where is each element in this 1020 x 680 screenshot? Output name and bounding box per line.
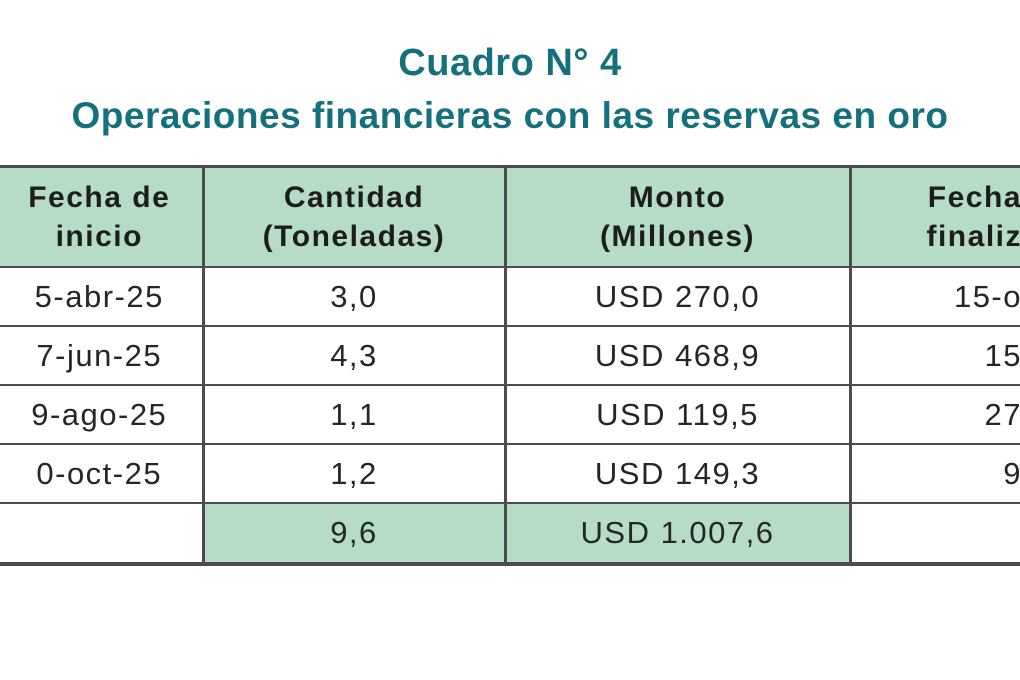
cell-fecha-inicio: 9-ago-25 [0, 384, 205, 445]
cell-monto: USD 119,5 [503, 384, 852, 445]
table-number-title: Cuadro N° 4 [398, 42, 622, 84]
total-cantidad: 9,6 [201, 502, 507, 565]
cell-monto: USD 270,0 [503, 266, 852, 327]
cell-cantidad: 1,2 [201, 443, 507, 504]
cell-cantidad: 4,3 [201, 325, 507, 386]
cell-fecha-inicio: 0-oct-25 [0, 443, 205, 504]
col-header-fecha-finalizacion: Fecha finaliz [848, 165, 1020, 268]
table-subtitle: Operaciones financieras con las reservas… [71, 95, 949, 136]
total-cell-empty-right [848, 502, 1020, 565]
col-header-cantidad: Cantidad (Toneladas) [201, 165, 507, 268]
table-title-block: Cuadro N° 4 Operaciones financieras con … [0, 44, 1020, 134]
cell-fecha-finalizacion: 15-o [848, 266, 1020, 327]
col-header-fecha-inicio: Fecha de inicio [0, 165, 205, 268]
cell-cantidad: 1,1 [201, 384, 507, 445]
table-row: 0-oct-25 1,2 USD 149,3 9 [0, 443, 1020, 504]
cell-fecha-finalizacion: 15 [848, 325, 1020, 386]
cell-fecha-finalizacion: 9 [848, 443, 1020, 504]
cell-fecha-inicio: 7-jun-25 [0, 325, 205, 386]
total-monto: USD 1.007,6 [503, 502, 852, 565]
gold-reserves-operations-table: Fecha de inicio Cantidad (Toneladas) Mon… [0, 165, 1020, 566]
cell-fecha-inicio: 5-abr-25 [0, 266, 205, 327]
table-row: 5-abr-25 3,0 USD 270,0 15-o [0, 266, 1020, 327]
cell-fecha-finalizacion: 27 [848, 384, 1020, 445]
table-row: 7-jun-25 4,3 USD 468,9 15 [0, 325, 1020, 386]
total-row: 9,6 USD 1.007,6 [0, 502, 1020, 565]
col-header-monto: Monto (Millones) [503, 165, 852, 268]
total-cell-empty-left [0, 502, 205, 565]
header-row: Fecha de inicio Cantidad (Toneladas) Mon… [0, 165, 1020, 268]
cell-monto: USD 468,9 [503, 325, 852, 386]
table-row: 9-ago-25 1,1 USD 119,5 27 [0, 384, 1020, 445]
cell-monto: USD 149,3 [503, 443, 852, 504]
cell-cantidad: 3,0 [201, 266, 507, 327]
